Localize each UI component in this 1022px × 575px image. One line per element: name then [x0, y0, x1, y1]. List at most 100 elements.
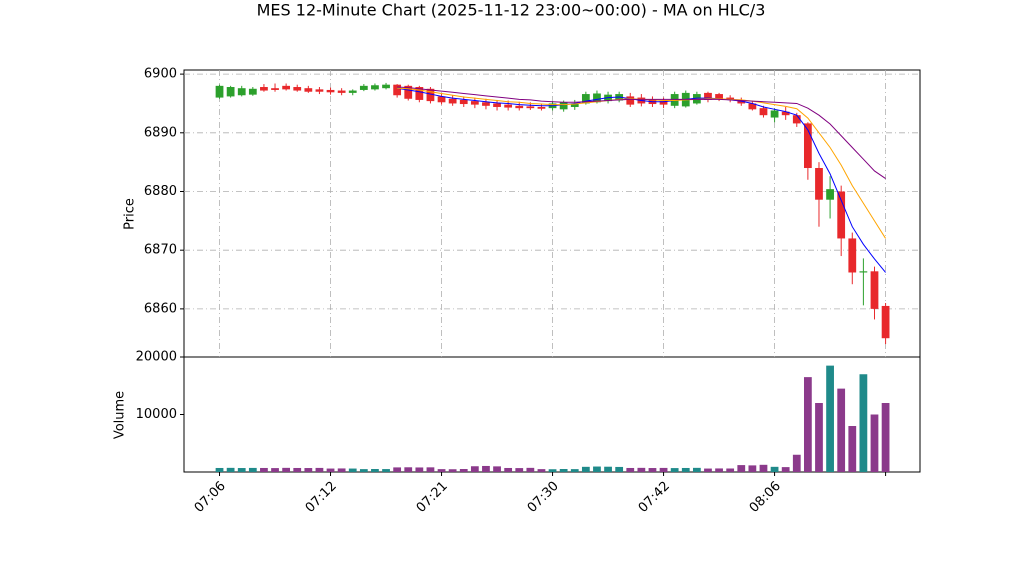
x-tick-label: 07:12	[303, 479, 340, 516]
candle-body	[748, 103, 757, 110]
candle-body	[426, 88, 435, 102]
volume-bar	[704, 468, 712, 472]
volume-bar	[659, 467, 668, 472]
candle-body	[437, 96, 446, 103]
volume-axis-label: Volume	[113, 391, 128, 439]
volume-bar	[260, 467, 268, 472]
candle-body	[282, 85, 291, 90]
chart-title: MES 12-Minute Chart (2025-11-12 23:00~00…	[257, 1, 766, 20]
candle-body	[848, 238, 857, 273]
volume-bar	[848, 426, 857, 472]
candle-body	[315, 89, 324, 92]
volume-bar	[570, 469, 579, 472]
candle-body	[226, 87, 235, 97]
volume-bar	[315, 467, 324, 472]
volume-bar	[715, 468, 723, 472]
volume-bar	[237, 468, 246, 472]
volume-bar	[815, 403, 823, 472]
volume-bar	[837, 388, 846, 472]
volume-bar	[548, 469, 557, 472]
volume-bar	[393, 467, 402, 472]
candle-body	[870, 271, 879, 309]
candle-body	[737, 99, 746, 104]
candle-body	[815, 168, 823, 200]
volume-bar	[637, 467, 646, 472]
candle-body	[348, 90, 357, 93]
candle-body	[371, 85, 379, 90]
volume-bar	[248, 467, 257, 472]
candle-body	[881, 305, 890, 339]
volume-bar	[493, 466, 501, 472]
candle-body	[593, 93, 601, 103]
volume-bar	[371, 469, 379, 472]
volume-bar	[615, 466, 624, 472]
candle-body	[726, 97, 735, 100]
candle-body	[859, 271, 868, 273]
volume-bar	[448, 469, 457, 472]
candle-body	[382, 84, 390, 89]
volume-bar	[271, 468, 279, 472]
volume-bar	[593, 466, 601, 472]
candle-body	[826, 189, 834, 200]
volume-bar	[748, 465, 757, 472]
volume-bar	[826, 365, 834, 472]
candle-body	[470, 101, 479, 105]
candle-body	[504, 104, 513, 108]
candle-body	[837, 191, 846, 239]
candle-body	[248, 88, 257, 95]
volume-bar	[359, 469, 368, 472]
volume-bar	[648, 468, 657, 472]
volume-bar	[415, 467, 424, 472]
candle-body	[493, 103, 501, 107]
ma-line	[397, 87, 886, 273]
candle-body	[759, 108, 768, 116]
volume-bar	[781, 467, 790, 472]
volume-bar	[881, 403, 890, 472]
volume-bar	[426, 467, 435, 472]
candle-body	[482, 102, 490, 106]
volume-bar	[293, 467, 302, 472]
candle-body	[271, 88, 279, 90]
candle-body	[459, 99, 468, 105]
candle-body	[781, 111, 790, 116]
volume-bar	[859, 374, 868, 472]
volume-bar	[437, 469, 446, 472]
candle-body	[626, 96, 635, 105]
volume-bar	[382, 469, 390, 472]
candle-body	[559, 102, 568, 110]
volume-tick-label: 10000	[136, 407, 177, 422]
candle-body	[581, 94, 590, 104]
volume-bar	[737, 465, 746, 472]
volume-bar	[482, 465, 490, 472]
candle-body	[337, 90, 346, 93]
candle-body	[359, 85, 368, 90]
volume-bar	[226, 467, 235, 472]
candle-body	[260, 87, 268, 91]
volume-bar	[326, 468, 335, 472]
candle-body	[570, 103, 579, 107]
volume-bar	[526, 467, 535, 472]
volume-bar	[581, 466, 590, 472]
candle-body	[415, 87, 424, 100]
y-tick-label: 6860	[144, 301, 177, 316]
candle-body	[715, 94, 723, 99]
volume-bar	[726, 468, 735, 472]
volume-bar	[559, 469, 568, 472]
volume-bar	[282, 467, 291, 472]
volume-bar	[348, 468, 357, 472]
candle-body	[792, 115, 801, 124]
candle-body	[404, 85, 413, 99]
volume-bar	[537, 469, 546, 472]
x-tick-label: 07:21	[414, 479, 451, 516]
price-frame	[183, 69, 921, 358]
candle-body	[393, 84, 402, 96]
volume-bar	[870, 414, 879, 472]
volume-bar	[304, 468, 313, 472]
volume-bar	[404, 467, 413, 472]
candle-body	[803, 123, 812, 169]
y-tick-label: 6900	[144, 67, 177, 82]
volume-bar	[515, 468, 524, 472]
volume-bar	[604, 466, 612, 472]
candle-body	[537, 106, 546, 109]
